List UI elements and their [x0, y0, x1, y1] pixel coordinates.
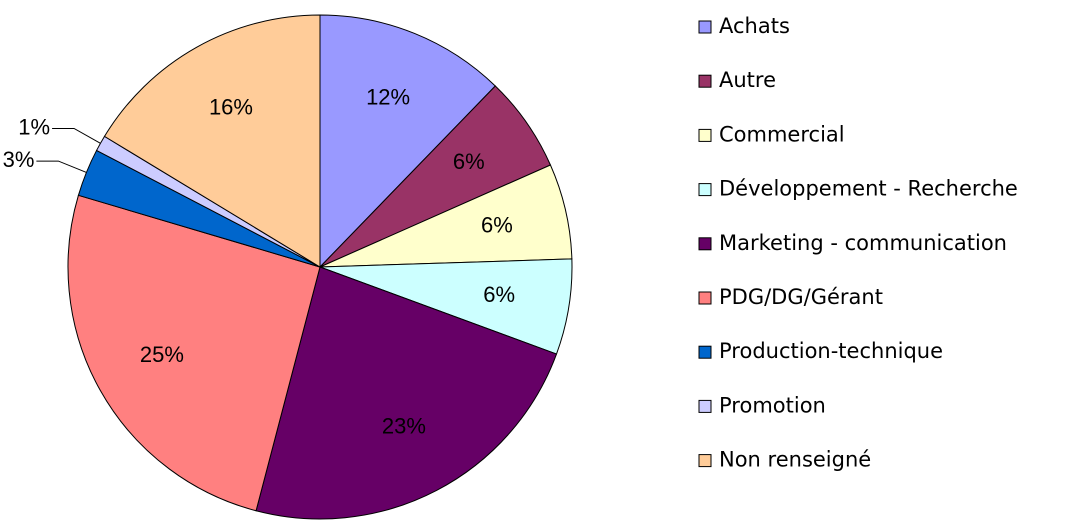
data-label: 16% [209, 95, 253, 120]
legend-item: Achats [698, 14, 790, 38]
leader-line [52, 127, 101, 144]
data-label: 6% [453, 149, 485, 174]
data-label: 25% [140, 342, 184, 367]
legend-label: Commercial [719, 122, 845, 146]
legend-swatch [698, 74, 712, 88]
legend-item: Commercial [698, 122, 845, 146]
legend-swatch [698, 454, 712, 468]
legend-label: Non renseigné [719, 448, 871, 472]
legend-label: PDG/DG/Gérant [719, 285, 883, 309]
legend-swatch [698, 20, 712, 34]
legend-item: PDG/DG/Gérant [698, 285, 883, 309]
data-label: 1% [18, 114, 50, 139]
legend-swatch [698, 345, 712, 359]
legend-label: Marketing - communication [719, 231, 1007, 255]
legend-label: Développement - Recherche [719, 177, 1018, 201]
legend-label: Production-technique [719, 339, 943, 363]
legend-label: Promotion [719, 393, 826, 417]
pie-slice [103, 14, 321, 268]
leader-line [36, 160, 87, 173]
legend-swatch [698, 183, 712, 197]
legend-swatch [698, 237, 712, 251]
legend-swatch [698, 291, 712, 305]
pie-slice [255, 266, 558, 520]
legend-item: Développement - Recherche [698, 177, 1018, 201]
legend-item: Non renseigné [698, 448, 871, 472]
legend-label: Achats [719, 14, 790, 38]
data-label: 3% [3, 147, 35, 172]
pie-slice [319, 14, 497, 269]
data-label: 12% [366, 85, 410, 110]
legend-swatch [698, 128, 712, 142]
legend-label: Autre [719, 68, 776, 92]
legend-item: Production-technique [698, 339, 943, 363]
legend-swatch [698, 399, 712, 413]
data-label: 23% [382, 414, 426, 439]
legend-item: Marketing - communication [698, 231, 1007, 255]
data-label: 6% [481, 212, 513, 237]
data-label: 6% [483, 282, 515, 307]
pie-slice [67, 194, 321, 512]
legend-item: Promotion [698, 393, 826, 417]
legend-item: Autre [698, 68, 776, 92]
